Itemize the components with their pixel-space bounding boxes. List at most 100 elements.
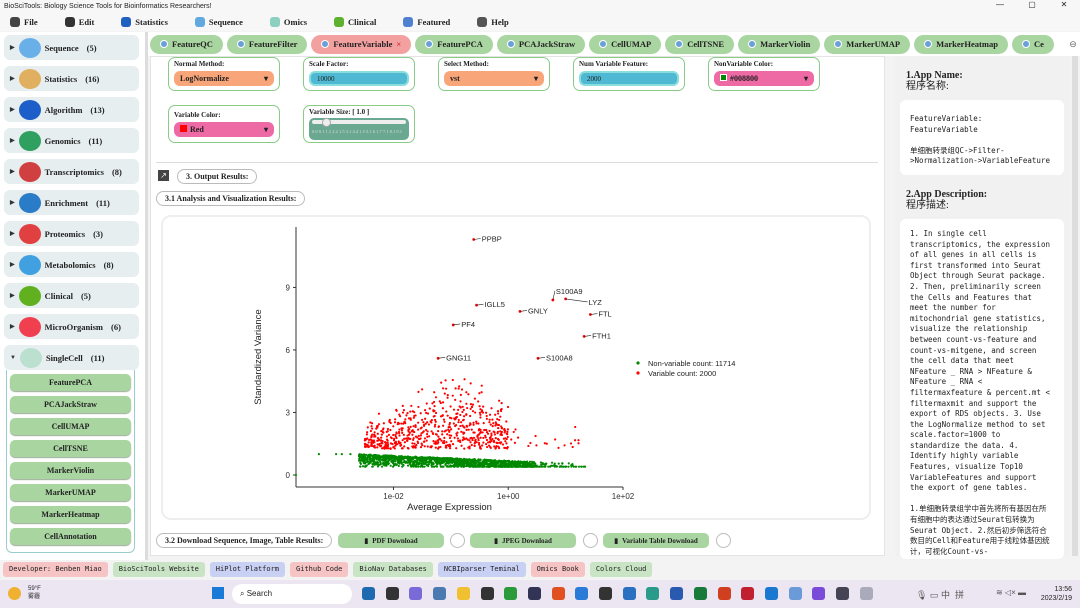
tab-markerheatmap[interactable]: MarkerHeatmap [914, 34, 1008, 54]
taskbar-notes-icon[interactable] [599, 587, 612, 600]
variable-point [410, 404, 413, 407]
sidebar-item-markerumap[interactable]: MarkerUMAP [10, 484, 131, 501]
pdf-download-button[interactable]: ▮ PDF Download [338, 533, 444, 548]
menu-clinical[interactable]: Clinical [334, 17, 376, 27]
sidebar-category-microorganism[interactable]: ▶ MicroOrganism (6) [4, 314, 139, 339]
slider-handle[interactable] [321, 118, 331, 127]
tab-featureqc[interactable]: FeatureQC [150, 34, 223, 54]
sidebar-item-featurepca[interactable]: FeaturePCA [10, 374, 131, 391]
link-github-code[interactable]: Github Code [290, 562, 349, 577]
taskbar-word-icon[interactable] [670, 587, 684, 600]
sidebar-item-celltsne[interactable]: CellTSNE [10, 440, 131, 457]
link-omics-book[interactable]: Omics Book [530, 562, 585, 577]
sidebar-category-genomics[interactable]: ▶ Genomics (11) [4, 128, 139, 153]
menu-help[interactable]: Help [477, 17, 509, 27]
tab-ce[interactable]: Ce [1011, 34, 1054, 54]
variable-point [477, 437, 480, 440]
tab-markerviolin[interactable]: MarkerViolin [738, 34, 821, 54]
sidebar-item-pcajackstraw[interactable]: PCAJackStraw [10, 396, 131, 413]
sidebar-item-cellannotation[interactable]: CellAnnotation [10, 528, 131, 545]
nonvariable-point [424, 461, 427, 464]
taskbar-mail-icon[interactable] [575, 587, 589, 600]
minimize-button[interactable]: — [996, 0, 1004, 9]
variable-point [460, 421, 463, 424]
variable-point [400, 427, 403, 430]
tab-featurefilter[interactable]: FeatureFilter [226, 34, 308, 54]
tab-scroll-button[interactable]: ⊖ [1066, 32, 1080, 56]
link-hiplot-platform[interactable]: HiPlot Platform [209, 562, 286, 577]
sidebar-category-statistics[interactable]: ▶ Statistics (16) [4, 66, 139, 91]
sidebar-item-markerheatmap[interactable]: MarkerHeatmap [10, 506, 131, 523]
sidebar-category-clinical[interactable]: ▶ Clinical (5) [4, 283, 139, 308]
taskbar-visual-studio-icon[interactable] [812, 587, 826, 600]
sidebar-item-cellumap[interactable]: CellUMAP [10, 418, 131, 435]
menu-omics[interactable]: Omics [269, 17, 307, 27]
start-icon[interactable] [212, 587, 224, 599]
taskbar-powerpoint-icon[interactable] [717, 587, 731, 600]
sidebar-item-markerviolin[interactable]: MarkerViolin [10, 462, 131, 479]
search-box[interactable]: ⌕ Search [232, 584, 352, 604]
menu-file[interactable]: File [10, 17, 38, 27]
sidebar-category-sequence[interactable]: ▶ Sequence (5) [4, 35, 139, 60]
nonvariable-point [443, 457, 446, 460]
menu-featured[interactable]: Featured [403, 17, 450, 27]
tray-icons[interactable]: 🎙 ▭ 中 拼 [916, 590, 964, 600]
select-method-select[interactable]: vst ▾ [444, 71, 544, 86]
taskbar-teams-icon[interactable] [409, 587, 423, 600]
close-button[interactable]: ✕ [1060, 0, 1068, 9]
tab-featurevariable[interactable]: FeatureVariable × [311, 34, 412, 54]
scrollbar[interactable] [1072, 56, 1078, 556]
tab-celltsne[interactable]: CellTSNE [665, 34, 735, 54]
taskbar-app-icon[interactable] [504, 587, 518, 600]
variable-size-slider[interactable]: 0.0 0.1 1.1 2.2 1.5 3.1 4.4 1.5 5.1 6 1.… [309, 118, 409, 140]
taskbar-mendeley-icon[interactable] [741, 587, 755, 600]
taskbar-excel-icon[interactable] [693, 587, 707, 600]
tab-pcajackstraw[interactable]: PCAJackStraw [496, 34, 586, 54]
link-bioscitools-website[interactable]: BioSciTools Website [112, 562, 205, 577]
tab-featurepca[interactable]: FeaturePCA [415, 34, 493, 54]
variable-color-select[interactable]: Red ▾ [174, 122, 274, 137]
menu-statistics[interactable]: Statistics [121, 17, 168, 27]
sidebar-category-algorithm[interactable]: ▶ Algorithm (13) [4, 97, 139, 122]
taskbar-obs-icon[interactable] [527, 587, 541, 600]
close-tab-icon[interactable]: × [396, 39, 402, 49]
menu-edit[interactable]: Edit [64, 17, 94, 27]
variable-point [417, 421, 420, 424]
scale-factor-input[interactable]: 10000 [309, 71, 409, 86]
link-colors-cloud[interactable]: Colors Cloud [589, 562, 653, 577]
taskbar-widgets-icon[interactable] [362, 587, 375, 600]
taskbar-folder-icon[interactable] [456, 587, 470, 600]
taskbar-settings-icon[interactable] [433, 587, 447, 600]
taskbar-vscode-icon[interactable] [764, 587, 778, 600]
maximize-button[interactable]: ▢ [1028, 0, 1036, 9]
taskbar-store-icon[interactable] [622, 587, 636, 600]
normal-method-select[interactable]: LogNormalize ▾ [174, 71, 274, 86]
sidebar-category-metabolomics[interactable]: ▶ Metabolomics (8) [4, 252, 139, 277]
sidebar-category-singlecell[interactable]: ▼ SingleCell (11) [4, 345, 139, 370]
taskbar-terminal-icon[interactable] [480, 587, 494, 600]
sidebar-category-transcriptomics[interactable]: ▶ Transcriptomics (8) [4, 159, 139, 184]
nonvariable-color-select[interactable]: #008800 ▾ [714, 71, 814, 86]
link-developer-benben-miao[interactable]: Developer: Benben Miao [3, 562, 108, 577]
clock[interactable]: 13:56 2023/2/19 [1041, 585, 1072, 603]
taskbar-eclipse-icon[interactable] [836, 587, 849, 600]
sidebar-category-proteomics[interactable]: ▶ Proteomics (3) [4, 221, 139, 246]
menu-sequence[interactable]: Sequence [194, 17, 243, 27]
sidebar-category-enrichment[interactable]: ▶ Enrichment (11) [4, 190, 139, 215]
table-download-button[interactable]: ▮ Variable Table Download [603, 533, 709, 548]
network-volume-battery-icons[interactable]: ≋ ◁× ▬ [996, 588, 1026, 597]
link-bionav-databases[interactable]: BioNav Databases [353, 562, 433, 577]
taskbar-r-icon[interactable] [788, 587, 802, 600]
taskbar-file-explorer-icon[interactable] [385, 587, 399, 600]
weather-widget[interactable]: 59°F 雾霾 [28, 585, 41, 601]
taskbar-edge-icon[interactable] [646, 587, 660, 600]
subtitle: 程序描述: [906, 200, 949, 211]
link-ncbiparser-teminal[interactable]: NCBIparser Teminal [437, 562, 526, 577]
taskbar-biscitools-icon[interactable] [859, 587, 873, 600]
num-variable-input[interactable]: 2000 [579, 71, 679, 86]
nonvariable-point [417, 465, 420, 468]
jpeg-download-button[interactable]: ▮ JPEG Download [470, 533, 576, 548]
tab-cellumap[interactable]: CellUMAP [589, 34, 662, 54]
tab-markerumap[interactable]: MarkerUMAP [824, 34, 911, 54]
taskbar-ubuntu-icon[interactable] [551, 587, 565, 600]
